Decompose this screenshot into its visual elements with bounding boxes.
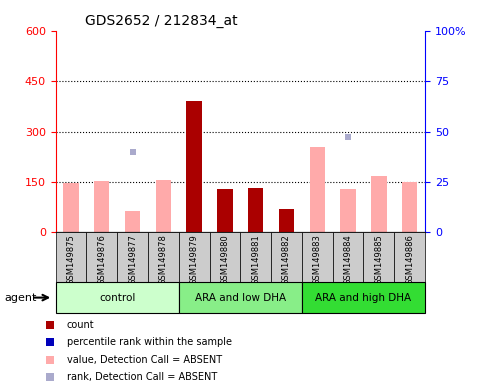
Text: GSM149875: GSM149875 xyxy=(67,234,75,285)
Text: agent: agent xyxy=(5,293,37,303)
Bar xyxy=(248,188,263,232)
Text: rank, Detection Call = ABSENT: rank, Detection Call = ABSENT xyxy=(67,372,217,382)
Bar xyxy=(217,189,233,232)
Bar xyxy=(310,147,325,232)
Text: value, Detection Call = ABSENT: value, Detection Call = ABSENT xyxy=(67,355,222,365)
Bar xyxy=(179,282,302,313)
Text: control: control xyxy=(99,293,135,303)
Bar xyxy=(271,232,302,282)
Text: percentile rank within the sample: percentile rank within the sample xyxy=(67,337,232,348)
Text: GSM149882: GSM149882 xyxy=(282,234,291,285)
Text: count: count xyxy=(67,320,95,330)
Bar xyxy=(186,101,202,232)
Bar xyxy=(86,232,117,282)
Bar xyxy=(402,182,417,232)
Bar xyxy=(56,282,179,313)
Bar xyxy=(364,232,394,282)
Bar xyxy=(302,282,425,313)
Bar xyxy=(156,180,171,232)
Text: GSM149881: GSM149881 xyxy=(251,234,260,285)
Text: GSM149879: GSM149879 xyxy=(190,234,199,285)
Text: ARA and low DHA: ARA and low DHA xyxy=(195,293,286,303)
Text: GSM149880: GSM149880 xyxy=(220,234,229,285)
Bar xyxy=(94,181,110,232)
Text: GSM149884: GSM149884 xyxy=(343,234,353,285)
Bar xyxy=(279,209,294,232)
Text: GSM149883: GSM149883 xyxy=(313,234,322,285)
Text: GSM149885: GSM149885 xyxy=(374,234,384,285)
Bar xyxy=(63,183,79,232)
Bar xyxy=(341,189,356,232)
Text: GSM149886: GSM149886 xyxy=(405,234,414,285)
Text: ARA and high DHA: ARA and high DHA xyxy=(315,293,412,303)
Bar xyxy=(333,232,364,282)
Bar xyxy=(179,232,210,282)
Bar xyxy=(117,232,148,282)
Bar xyxy=(302,232,333,282)
Text: GSM149876: GSM149876 xyxy=(97,234,106,285)
Text: GDS2652 / 212834_at: GDS2652 / 212834_at xyxy=(85,14,238,28)
Text: GSM149877: GSM149877 xyxy=(128,234,137,285)
Bar xyxy=(56,232,86,282)
Bar xyxy=(210,232,240,282)
Bar xyxy=(148,232,179,282)
Bar xyxy=(240,232,271,282)
Text: GSM149878: GSM149878 xyxy=(159,234,168,285)
Bar xyxy=(371,176,386,232)
Bar xyxy=(125,212,140,232)
Bar xyxy=(394,232,425,282)
